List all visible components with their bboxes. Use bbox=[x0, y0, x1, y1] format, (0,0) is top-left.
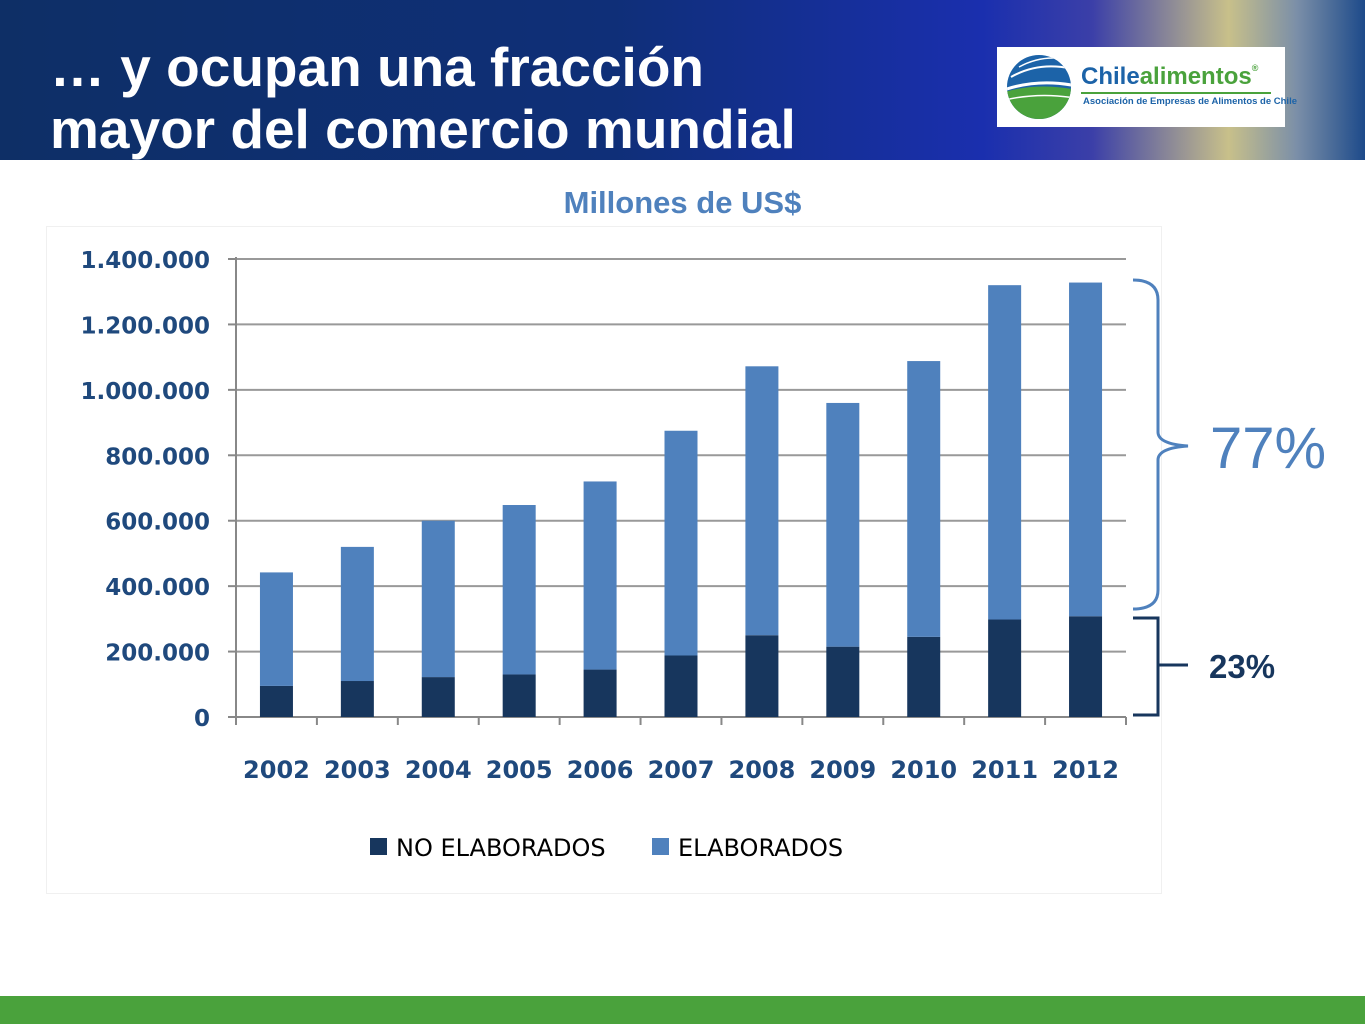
bar-elaborados bbox=[664, 430, 698, 656]
logo-name: Chilealimentos® bbox=[1081, 63, 1258, 91]
legend-label-elaborados: ELABORADOS bbox=[678, 834, 843, 862]
bar-no-elaborados bbox=[907, 636, 941, 717]
y-tick-label: 1.000.000 bbox=[81, 379, 211, 405]
x-tick-label: 2004 bbox=[405, 756, 472, 784]
bar-no-elaborados bbox=[826, 646, 860, 717]
bar-no-elaborados bbox=[421, 677, 455, 717]
logo-tagline: Asociación de Empresas de Alimentos de C… bbox=[1083, 96, 1297, 107]
y-tick-label: 400.000 bbox=[105, 575, 210, 601]
bar-elaborados bbox=[502, 505, 536, 675]
footer-bar bbox=[0, 996, 1365, 1024]
header-bar: … y ocupan una fracción mayor del comerc… bbox=[0, 0, 1365, 160]
logo-divider bbox=[1081, 92, 1271, 94]
stacked-bar-chart: 0 200.000 400.000 600.000 800.000 1.000.000 1.… bbox=[81, 248, 1189, 862]
x-tick-label: 2003 bbox=[324, 756, 391, 784]
x-tick-label: 2012 bbox=[1052, 756, 1119, 784]
x-tick-label: 2002 bbox=[243, 756, 310, 784]
x-tick-label: 2007 bbox=[648, 756, 715, 784]
bar-no-elaborados bbox=[502, 674, 536, 717]
y-tick-label: 200.000 bbox=[105, 641, 210, 667]
legend-swatch-no-elaborados bbox=[370, 838, 387, 855]
x-tick-label: 2009 bbox=[809, 756, 876, 784]
bar-no-elaborados bbox=[1069, 616, 1103, 717]
elaborados-share-label: 77% bbox=[1210, 416, 1327, 481]
chilealimentos-logo: Chilealimentos® Asociación de Empresas d… bbox=[997, 47, 1297, 127]
bar-elaborados bbox=[421, 520, 455, 678]
slide-title: … y ocupan una fracción mayor del comerc… bbox=[50, 36, 796, 160]
bar-elaborados bbox=[340, 546, 374, 682]
no-elaborados-share-label: 23% bbox=[1209, 648, 1276, 685]
bar-no-elaborados bbox=[583, 669, 617, 717]
legend-label-no-elaborados: NO ELABORADOS bbox=[396, 834, 606, 862]
y-tick-label: 800.000 bbox=[105, 444, 210, 470]
bar-no-elaborados bbox=[745, 635, 779, 717]
y-tick-label: 1.200.000 bbox=[81, 313, 211, 339]
logo-globe-icon bbox=[1007, 55, 1071, 119]
bar-elaborados bbox=[259, 572, 293, 686]
logo-name-part1: Chile bbox=[1081, 63, 1140, 90]
brace-elaborados bbox=[1132, 278, 1189, 611]
bracket-no-elaborados bbox=[1133, 616, 1160, 717]
bar-elaborados bbox=[988, 285, 1022, 620]
y-tick-label: 0 bbox=[194, 706, 210, 732]
bar-elaborados bbox=[826, 402, 860, 647]
bar-elaborados bbox=[583, 481, 617, 670]
logo-registered-mark: ® bbox=[1251, 63, 1259, 73]
chart-title: Millones de US$ bbox=[563, 185, 802, 220]
bar-no-elaborados bbox=[664, 655, 698, 717]
x-tick-label: 2008 bbox=[729, 756, 796, 784]
x-tick-label: 2005 bbox=[486, 756, 553, 784]
bar-elaborados bbox=[1069, 282, 1103, 617]
bar-no-elaborados bbox=[259, 685, 293, 717]
bar-no-elaborados bbox=[340, 681, 374, 717]
x-tick-label: 2006 bbox=[567, 756, 634, 784]
bar-elaborados bbox=[907, 361, 941, 637]
x-tick-label: 2011 bbox=[971, 756, 1038, 784]
bar-no-elaborados bbox=[988, 619, 1022, 717]
y-tick-label: 1.400.000 bbox=[81, 248, 211, 274]
legend-swatch-elaborados bbox=[652, 838, 669, 855]
bar-elaborados bbox=[745, 366, 779, 636]
logo-name-part2: alimentos bbox=[1139, 63, 1252, 90]
y-tick-label: 600.000 bbox=[105, 510, 210, 536]
x-tick-label: 2010 bbox=[890, 756, 957, 784]
